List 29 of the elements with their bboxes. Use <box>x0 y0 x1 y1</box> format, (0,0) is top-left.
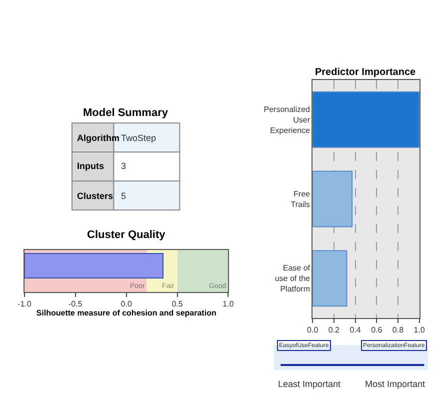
x-axis-title: Silhouette measure of cohesion and separation <box>36 308 216 318</box>
y-tick-label: Personalized User Experience <box>264 105 311 135</box>
text: Most Important <box>365 379 426 389</box>
text: 5 <box>121 191 126 201</box>
category-label: Inputs <box>77 161 104 171</box>
bar <box>312 91 420 148</box>
bar <box>312 170 353 228</box>
x-tick-label: 0.0 <box>120 300 132 309</box>
x-tick-label: 0.5 <box>172 300 184 309</box>
chart-title: Predictor Importance <box>315 67 416 78</box>
category-label: Algorithm <box>77 133 120 143</box>
chart-title: Cluster Quality <box>87 229 166 241</box>
x-tick-label: 0.4 <box>350 326 362 335</box>
x-tick-label: 0.0 <box>307 326 319 335</box>
text: 3 <box>121 161 126 171</box>
bar <box>312 250 348 307</box>
y-tick-label: Free Trails <box>290 190 311 209</box>
y-tick-label: Ease of use of the Platform <box>274 264 311 294</box>
x-tick-label: -1.0 <box>18 300 32 309</box>
x-tick-label: -0.5 <box>68 300 83 309</box>
category-label: Clusters <box>77 191 114 201</box>
text: TwoStep <box>121 133 156 143</box>
x-tick-label: 0.6 <box>371 326 383 335</box>
x-tick-label: 0.8 <box>392 326 404 335</box>
text: Model Summary <box>83 107 169 119</box>
x-tick-label: 0.2 <box>328 326 340 335</box>
x-tick-label: 1.0 <box>222 300 234 309</box>
x-tick-label: 1.0 <box>414 326 426 335</box>
text: Least Important <box>278 379 342 389</box>
